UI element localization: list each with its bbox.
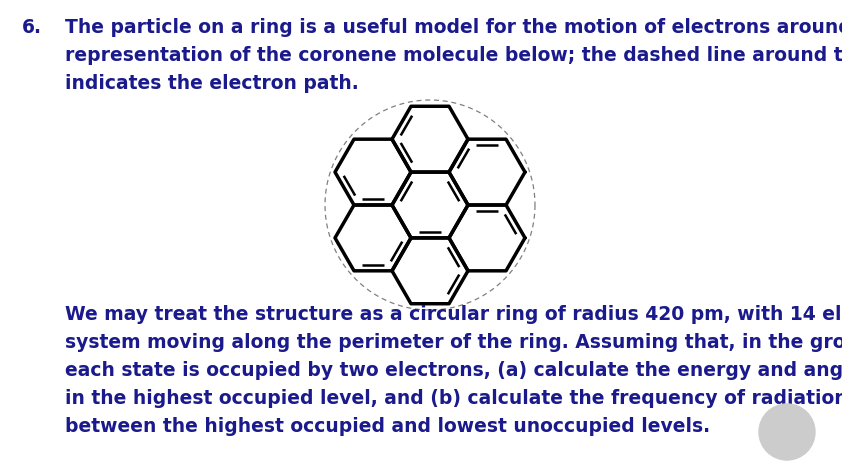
Text: indicates the electron path.: indicates the electron path.	[65, 74, 359, 93]
Text: The particle on a ring is a useful model for the motion of electrons around the : The particle on a ring is a useful model…	[65, 18, 842, 37]
Text: in the highest occupied level, and (b) calculate the frequency of radiation that: in the highest occupied level, and (b) c…	[65, 389, 842, 408]
Circle shape	[759, 404, 815, 460]
Text: each state is occupied by two electrons, (a) calculate the energy and angular mo: each state is occupied by two electrons,…	[65, 361, 842, 380]
Text: representation of the coronene molecule below; the dashed line around the periph: representation of the coronene molecule …	[65, 46, 842, 65]
Text: system moving along the perimeter of the ring. Assuming that, in the ground stat: system moving along the perimeter of the…	[65, 333, 842, 352]
Text: 6.: 6.	[22, 18, 42, 37]
Polygon shape	[774, 447, 792, 460]
Text: between the highest occupied and lowest unoccupied levels.: between the highest occupied and lowest …	[65, 417, 710, 436]
Text: We may treat the structure as a circular ring of radius 420 pm, with 14 electron: We may treat the structure as a circular…	[65, 305, 842, 324]
